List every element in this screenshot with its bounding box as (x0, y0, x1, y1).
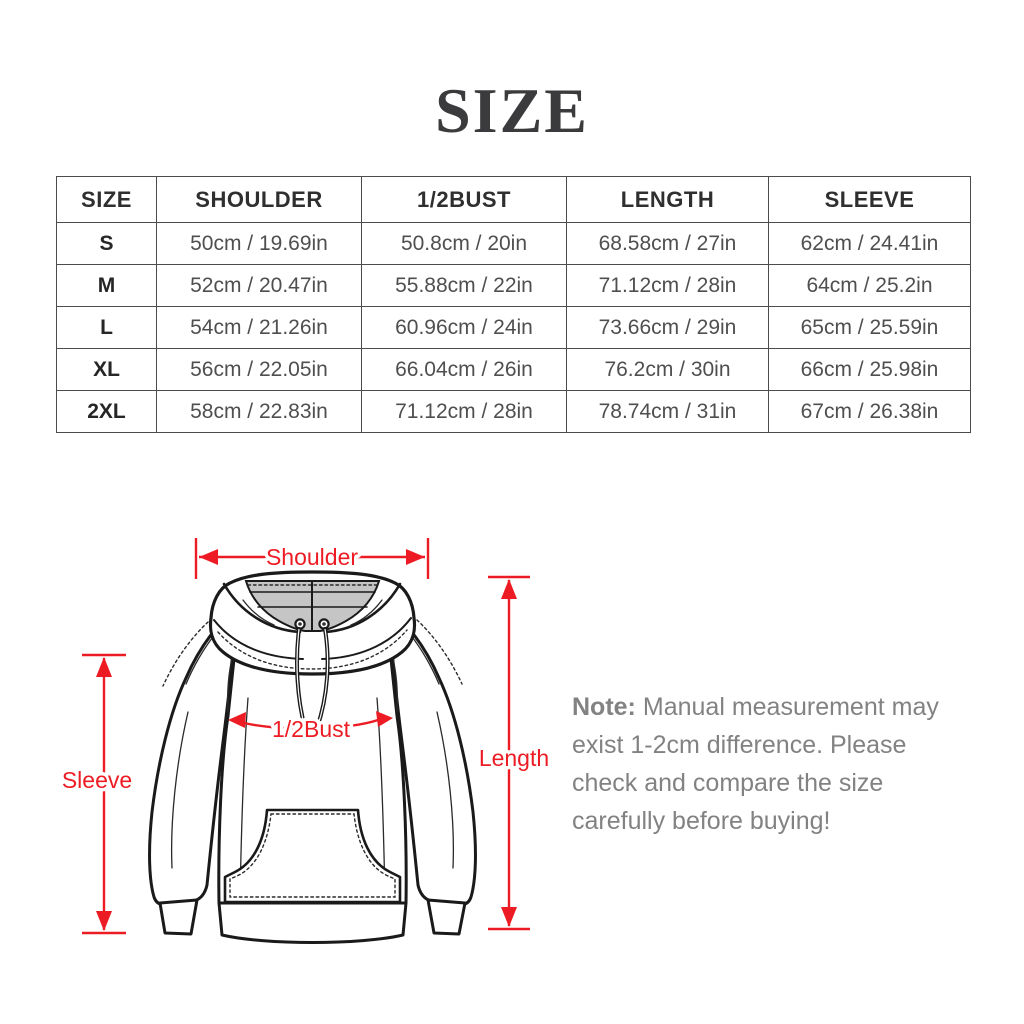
page-title: SIZE (435, 75, 589, 146)
sleeve-label: Sleeve (62, 767, 132, 793)
bust-label: 1/2Bust (272, 716, 351, 742)
table-row: 2XL 58cm / 22.83in 71.12cm / 28in 78.74c… (56, 390, 971, 433)
cowl-stitching (217, 629, 408, 670)
table-cell: 50.8cm / 20in (361, 222, 567, 265)
left-cuff (158, 898, 199, 936)
column-header: 1/2BUST (361, 176, 567, 223)
note-prefix: Note: (572, 693, 636, 721)
table-cell: 52cm / 20.47in (156, 264, 362, 307)
sleeve-fold-line (436, 711, 455, 869)
table-cell: 64cm / 25.2in (768, 264, 971, 307)
right-eyelet-hole (322, 622, 326, 626)
waistband (217, 901, 408, 944)
table-cell: 73.66cm / 29in (566, 306, 769, 349)
column-header: SIZE (56, 176, 157, 223)
length-dimension-arrow: Length (475, 575, 553, 931)
sleeve-dimension-arrow: Sleeve (58, 653, 136, 935)
bust-dimension-arrow: 1/2Bust (228, 711, 393, 746)
measurement-note: Note: Manual measurement may exist 1-2cm … (572, 688, 974, 840)
note-line: Note: Manual measurement may (572, 688, 974, 726)
table-cell: 62cm / 24.41in (768, 222, 971, 265)
table-cell: 65cm / 25.59in (768, 306, 971, 349)
arrowhead-up (96, 657, 112, 677)
table-row: L 54cm / 21.26in 60.96cm / 24in 73.66cm … (56, 306, 971, 349)
size-label: XL (56, 348, 157, 391)
arrowhead-right (406, 549, 425, 565)
arrowhead-left (228, 712, 246, 728)
length-label: Length (479, 745, 549, 771)
column-header: SLEEVE (768, 176, 971, 223)
table-cell: 67cm / 26.38in (768, 390, 971, 433)
arrowhead-down (501, 907, 517, 927)
table-header-row: SIZE SHOULDER 1/2BUST LENGTH SLEEVE (56, 176, 971, 223)
hoodie-illustration (148, 570, 477, 944)
table-cell: 56cm / 22.05in (156, 348, 362, 391)
table-row: S 50cm / 19.69in 50.8cm / 20in 68.58cm /… (56, 222, 971, 265)
size-label: S (56, 222, 157, 265)
cowl-crease-right (321, 617, 412, 660)
size-table: SIZE SHOULDER 1/2BUST LENGTH SLEEVE S 50… (56, 176, 971, 433)
note-line: carefully before buying! (572, 807, 831, 835)
table-row: M 52cm / 20.47in 55.88cm / 22in 71.12cm … (56, 264, 971, 307)
cowl-fold-right (323, 582, 402, 634)
table-cell: 78.74cm / 31in (566, 390, 769, 433)
table-cell: 71.12cm / 28in (361, 390, 567, 433)
table-cell: 58cm / 22.83in (156, 390, 362, 433)
arrowhead-up (501, 579, 517, 599)
table-cell: 68.58cm / 27in (566, 222, 769, 265)
shoulder-label: Shoulder (266, 544, 358, 570)
shoulder-stitching (162, 621, 209, 687)
note-line: exist 1-2cm difference. Please (572, 731, 907, 759)
table-cell: 60.96cm / 24in (361, 306, 567, 349)
right-drawstring-highlight (316, 628, 329, 729)
table-cell: 55.88cm / 22in (361, 264, 567, 307)
shoulder-stitching (416, 619, 463, 685)
dimension-line (243, 718, 379, 730)
size-label: 2XL (56, 390, 157, 433)
cowl-fold-left (222, 582, 302, 634)
right-cuff (426, 898, 467, 936)
arrowhead-left (199, 549, 218, 565)
table-cell: 50cm / 19.69in (156, 222, 362, 265)
shoulder-dimension-arrow: Shoulder (194, 538, 430, 579)
cowl-detail (242, 599, 275, 626)
cowl-detail (350, 599, 383, 626)
left-drawstring-highlight (296, 628, 306, 729)
pocket-stitching (229, 813, 396, 898)
note-line: check and compare the size (572, 769, 884, 797)
arrowhead-right (376, 711, 393, 727)
left-eyelet-hole (298, 622, 302, 626)
arrowhead-down (96, 911, 112, 931)
table-cell: 71.12cm / 28in (566, 264, 769, 307)
column-header: LENGTH (566, 176, 769, 223)
note-text: Manual measurement may (642, 693, 939, 721)
cowl-crease-left (213, 619, 304, 660)
table-cell: 54cm / 21.26in (156, 306, 362, 349)
sleeve-fold-line (170, 711, 189, 869)
